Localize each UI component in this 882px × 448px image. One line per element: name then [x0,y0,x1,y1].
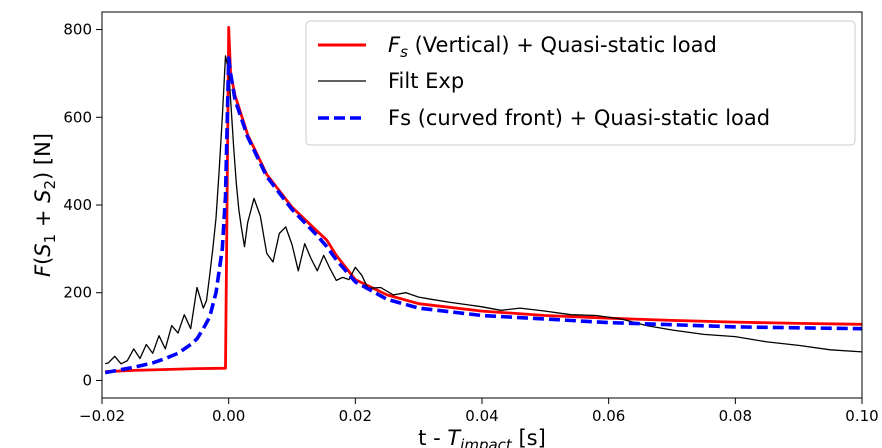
axis-ticks: −0.02 0.00 0.02 0.04 0.06 0.08 0.10 0 200 400 600 8… [63,21,878,425]
series-line-curved-front [104,56,862,375]
x-tick-label: 0.00 [212,407,245,425]
y-tick-label: 400 [63,196,92,214]
y-tick-label: 200 [63,284,92,302]
series-layer [104,26,862,375]
y-tick-label: 600 [63,108,92,126]
y-axis-label: F(S1 + S2) [N] [31,133,59,277]
legend: Fs (Vertical) + Quasi-static load Filt E… [305,20,856,146]
x-tick-label: −0.02 [79,407,125,425]
legend-label-filt-exp: Filt Exp [388,69,464,93]
x-tick-label: 0.04 [465,407,498,425]
x-tick-label: 0.08 [719,407,752,425]
x-axis-label: t - Timpact [s] [418,426,546,448]
series-line-filt-exp [105,55,862,365]
legend-label-curved-front: Fs (curved front) + Quasi-static load [388,106,770,130]
x-tick-label: 0.10 [845,407,878,425]
x-tick-label: 0.06 [592,407,625,425]
legend-frame [305,20,856,146]
y-tick-label: 800 [63,21,92,39]
y-tick-label: 0 [82,371,92,389]
x-tick-label: 0.02 [339,407,372,425]
legend-label-vertical: Fs (Vertical) + Quasi-static load [388,33,717,61]
